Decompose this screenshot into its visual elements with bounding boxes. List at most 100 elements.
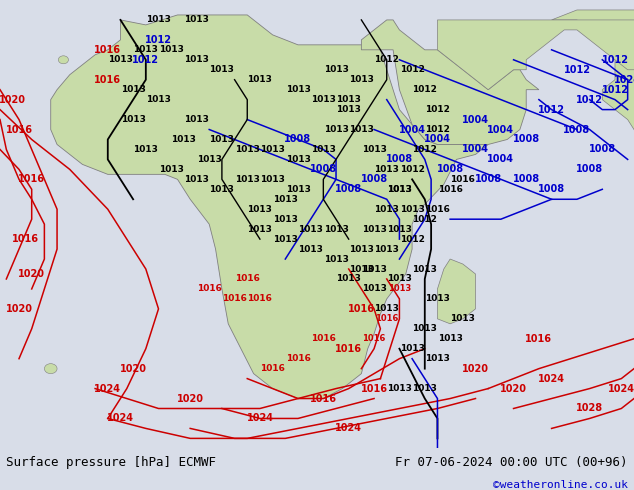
Text: 1013: 1013 [209,65,235,74]
Text: 1012: 1012 [602,55,628,65]
Text: 1012: 1012 [412,85,437,94]
Text: 1008: 1008 [513,134,540,145]
Text: 1016: 1016 [375,314,398,323]
Text: 1013: 1013 [349,265,374,273]
Text: 1013: 1013 [133,145,158,154]
Text: 1024: 1024 [247,414,273,423]
Text: 1013: 1013 [336,95,361,104]
Text: 1013: 1013 [387,384,412,393]
Text: 1016: 1016 [247,294,273,303]
Text: 1013: 1013 [273,195,298,204]
Text: 1013: 1013 [184,15,209,24]
Text: 1013: 1013 [412,384,437,393]
Polygon shape [552,10,634,159]
Text: 1024: 1024 [614,74,634,85]
Text: 1013: 1013 [285,155,311,164]
Text: 1013: 1013 [235,175,260,184]
Text: 1004: 1004 [488,154,514,165]
Text: 1013: 1013 [387,185,412,194]
Text: 1024: 1024 [538,373,565,384]
Text: 1012: 1012 [145,35,172,45]
Text: 1013: 1013 [336,274,361,284]
Text: 1020: 1020 [18,269,45,279]
Text: 1013: 1013 [412,265,437,273]
Text: 1013: 1013 [387,224,412,234]
Text: 1013: 1013 [323,224,349,234]
Text: 1013: 1013 [285,85,311,94]
Text: 1013: 1013 [349,75,374,84]
Text: 1016: 1016 [363,334,385,343]
Circle shape [58,56,68,64]
Text: 1016: 1016 [425,205,450,214]
Polygon shape [361,20,539,145]
Text: 1013: 1013 [323,254,349,264]
Text: 1012: 1012 [425,125,450,134]
Text: 1012: 1012 [412,215,437,224]
Text: 1016: 1016 [361,384,387,393]
Text: 1016: 1016 [235,274,260,284]
Text: 1020: 1020 [462,364,489,374]
Text: 1013: 1013 [247,224,273,234]
Text: 1013: 1013 [450,314,476,323]
Text: 1016: 1016 [260,364,285,373]
Text: 1024: 1024 [107,414,134,423]
Text: 1013: 1013 [235,145,260,154]
Text: 1013: 1013 [374,205,399,214]
Text: 1013: 1013 [311,95,336,104]
Text: 1013: 1013 [260,175,285,184]
Text: Surface pressure [hPa] ECMWF: Surface pressure [hPa] ECMWF [6,456,216,469]
Text: Fr 07-06-2024 00:00 UTC (00+96): Fr 07-06-2024 00:00 UTC (00+96) [395,456,628,469]
Text: 1008: 1008 [576,164,603,174]
Text: 1013: 1013 [349,245,374,254]
Text: 1013: 1013 [374,165,399,174]
Text: 1020: 1020 [6,304,32,314]
Text: 1013: 1013 [425,294,450,303]
Text: 1016: 1016 [310,393,337,404]
Text: 1004: 1004 [399,124,425,135]
Text: 1016: 1016 [222,294,247,303]
Text: 1016: 1016 [6,124,32,135]
Polygon shape [437,259,476,324]
Text: 1013: 1013 [260,145,285,154]
Text: 1028: 1028 [576,403,603,414]
Text: 1016: 1016 [94,74,121,85]
Text: 1013: 1013 [374,304,399,314]
Text: 1016: 1016 [197,284,222,294]
Text: 1013: 1013 [120,85,146,94]
Text: 1012: 1012 [602,85,628,95]
Text: 1013: 1013 [361,265,387,273]
Text: 1012: 1012 [425,105,450,114]
Text: 1013: 1013 [158,165,184,174]
Text: 1013: 1013 [311,145,336,154]
Text: 1013: 1013 [247,205,273,214]
Text: 1016: 1016 [348,304,375,314]
Text: 1016: 1016 [94,45,121,55]
Text: 1013: 1013 [184,115,209,124]
Text: 1013: 1013 [361,284,387,294]
Text: ©weatheronline.co.uk: ©weatheronline.co.uk [493,480,628,490]
Text: 1008: 1008 [564,124,590,135]
Text: 1013: 1013 [374,245,399,254]
Text: 1013: 1013 [361,145,387,154]
Text: 1013: 1013 [412,324,437,333]
Text: 1016: 1016 [285,354,311,363]
Circle shape [44,364,57,374]
Text: 1008: 1008 [361,174,387,184]
Text: 1013: 1013 [184,55,209,64]
Text: 1013: 1013 [425,354,450,363]
Text: 1013: 1013 [361,224,387,234]
Text: 1008: 1008 [437,164,463,174]
Text: 1012: 1012 [576,95,603,105]
Text: 1013: 1013 [273,215,298,224]
Text: 1013: 1013 [387,274,412,284]
Text: 1008: 1008 [589,145,616,154]
Polygon shape [51,15,488,398]
Polygon shape [437,20,634,90]
Text: 1004: 1004 [462,145,489,154]
Text: 1013: 1013 [209,135,235,144]
Text: 1020: 1020 [177,393,204,404]
Text: 1012: 1012 [374,55,399,64]
Text: 1024: 1024 [94,384,121,393]
Text: 1008: 1008 [335,184,362,195]
Text: 1016: 1016 [437,185,463,194]
